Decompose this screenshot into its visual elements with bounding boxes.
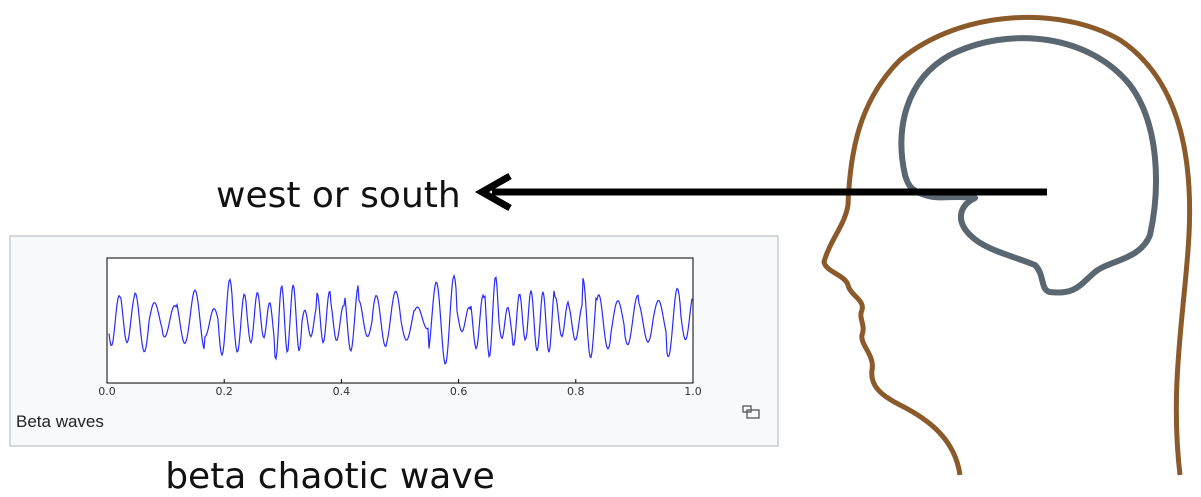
x-tick-label: 1.0 — [684, 385, 702, 398]
x-tick-label: 0.6 — [450, 385, 468, 398]
x-tick-label: 0.4 — [333, 385, 351, 398]
direction-label: west or south — [216, 175, 461, 216]
x-tick-label: 0.8 — [567, 385, 585, 398]
head-outline — [821, 14, 1193, 476]
figure-title: Beta waves — [16, 412, 104, 431]
x-tick-label: 0.2 — [215, 385, 233, 398]
caption: beta chaotic wave — [165, 456, 495, 497]
wave-trace — [108, 273, 693, 365]
brain-outline — [898, 35, 1159, 296]
enlarge-icon — [742, 405, 760, 419]
arrow-head — [474, 172, 512, 212]
plot-frame — [106, 257, 694, 384]
x-tick-label: 0.0 — [98, 385, 116, 398]
